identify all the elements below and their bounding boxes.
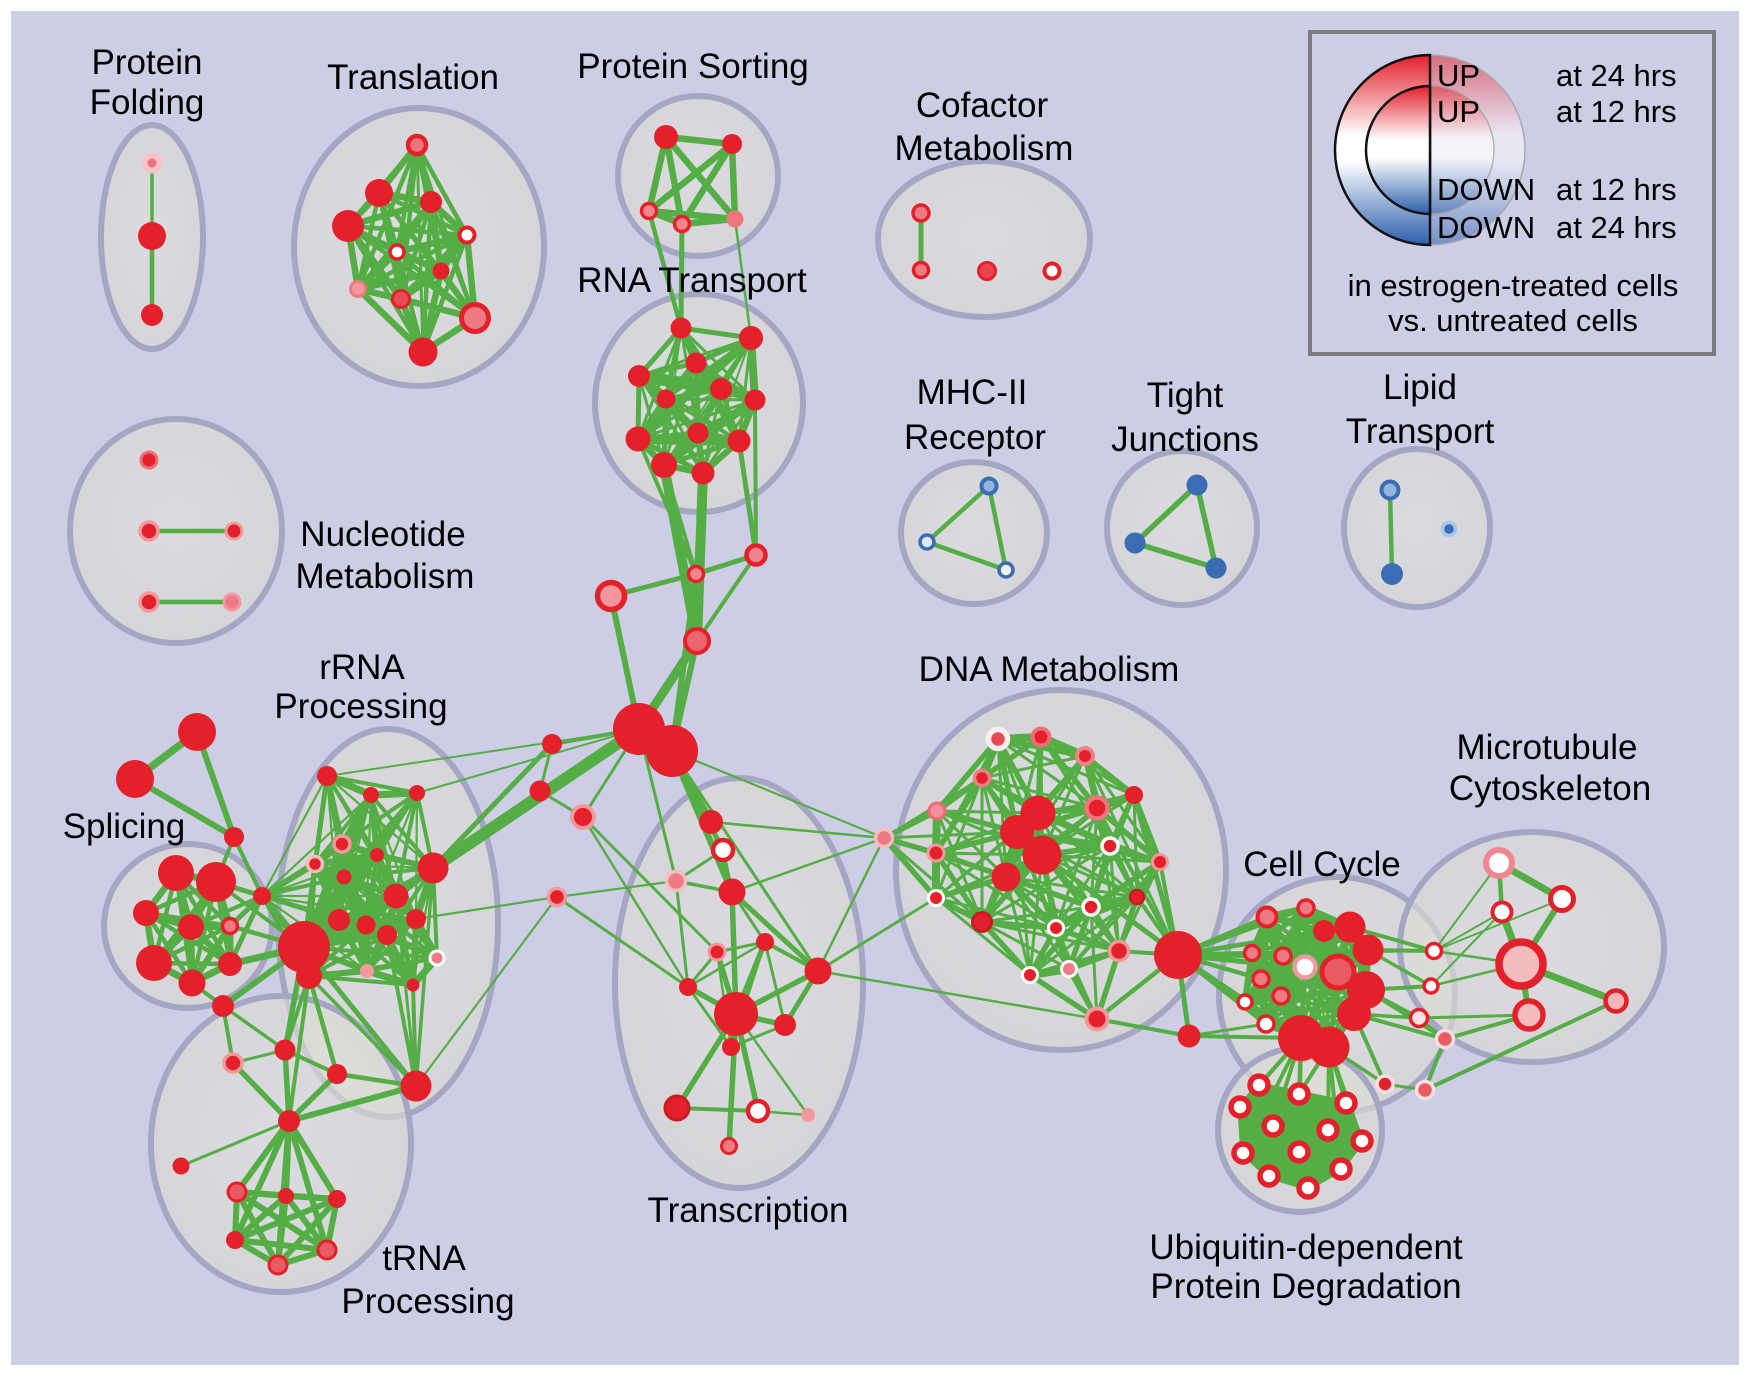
svg-text:MHC-II: MHC-II — [917, 373, 1028, 412]
svg-text:Folding: Folding — [90, 83, 205, 122]
svg-text:Processing: Processing — [274, 687, 447, 726]
svg-text:Splicing: Splicing — [63, 807, 186, 846]
svg-text:Ubiquitin-dependent: Ubiquitin-dependent — [1149, 1228, 1463, 1267]
svg-text:at 12 hrs: at 12 hrs — [1556, 172, 1677, 207]
svg-text:DNA Metabolism: DNA Metabolism — [919, 650, 1180, 689]
svg-text:in estrogen-treated cells: in estrogen-treated cells — [1348, 268, 1679, 303]
svg-text:Processing: Processing — [341, 1282, 514, 1321]
svg-text:Translation: Translation — [327, 58, 499, 97]
svg-text:at 12 hrs: at 12 hrs — [1556, 94, 1677, 129]
svg-text:tRNA: tRNA — [382, 1239, 466, 1278]
svg-text:UP: UP — [1437, 58, 1480, 93]
svg-text:Tight: Tight — [1147, 376, 1224, 415]
svg-text:Nucleotide: Nucleotide — [300, 515, 465, 554]
svg-text:Protein Degradation: Protein Degradation — [1150, 1267, 1461, 1306]
svg-text:Transport: Transport — [1346, 412, 1495, 451]
svg-text:at 24 hrs: at 24 hrs — [1556, 58, 1677, 93]
svg-text:DOWN: DOWN — [1437, 172, 1535, 207]
svg-text:Cytoskeleton: Cytoskeleton — [1449, 769, 1651, 808]
svg-text:DOWN: DOWN — [1437, 210, 1535, 245]
svg-text:Protein Sorting: Protein Sorting — [577, 47, 809, 86]
svg-text:RNA Transport: RNA Transport — [577, 261, 807, 300]
svg-text:UP: UP — [1437, 94, 1480, 129]
svg-text:Metabolism: Metabolism — [895, 129, 1074, 168]
svg-text:Cell Cycle: Cell Cycle — [1243, 845, 1401, 884]
svg-text:Lipid: Lipid — [1383, 368, 1457, 407]
svg-text:Receptor: Receptor — [904, 418, 1046, 457]
svg-text:Protein: Protein — [92, 43, 203, 82]
svg-text:Cofactor: Cofactor — [916, 86, 1049, 125]
svg-text:Metabolism: Metabolism — [296, 557, 475, 596]
svg-text:rRNA: rRNA — [319, 648, 405, 687]
svg-text:vs. untreated cells: vs. untreated cells — [1388, 303, 1638, 338]
svg-text:Transcription: Transcription — [648, 1191, 849, 1230]
svg-text:Microtubule: Microtubule — [1457, 728, 1638, 767]
svg-text:at 24 hrs: at 24 hrs — [1556, 210, 1677, 245]
svg-text:Junctions: Junctions — [1111, 420, 1259, 459]
